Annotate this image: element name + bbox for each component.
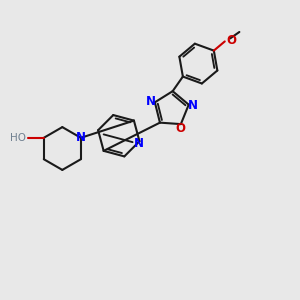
Text: N: N	[146, 95, 156, 108]
Text: HO: HO	[10, 133, 26, 143]
Text: O: O	[226, 34, 237, 47]
Text: N: N	[134, 137, 144, 150]
Text: N: N	[76, 131, 86, 144]
Text: O: O	[176, 122, 186, 135]
Text: N: N	[188, 99, 198, 112]
